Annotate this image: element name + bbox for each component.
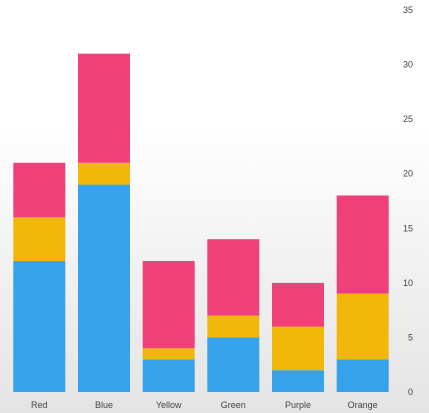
y-tick-label: 35 [403, 5, 413, 15]
x-tick-label-purple: Purple [285, 400, 311, 410]
x-tick-label-yellow: Yellow [156, 400, 182, 410]
bar-blue-segment-3 [78, 53, 130, 163]
y-tick-label: 20 [403, 169, 413, 179]
bar-green-segment-3 [207, 239, 260, 316]
x-tick-label-orange: Orange [348, 400, 378, 410]
bar-purple-segment-1 [272, 370, 324, 392]
bar-orange-segment-2 [336, 293, 389, 360]
y-tick-label: 5 [408, 332, 413, 342]
y-tick-label: 25 [403, 114, 413, 124]
bar-red-segment-2 [13, 217, 66, 262]
x-axis-labels: Red Blue Yellow Green Purple Orange [31, 400, 378, 410]
bar-yellow-segment-3 [142, 261, 195, 349]
bar-yellow-segment-2 [142, 348, 195, 360]
bar-yellow-segment-1 [142, 359, 195, 392]
bar-purple-segment-3 [272, 282, 324, 327]
bar-red-segment-1 [13, 261, 66, 392]
y-tick-label: 15 [403, 223, 413, 233]
bar-blue-segment-2 [78, 162, 130, 185]
bar-purple-segment-2 [272, 326, 324, 371]
x-tick-label-red: Red [31, 400, 48, 410]
bar-blue-segment-1 [78, 184, 130, 392]
y-tick-label: 10 [403, 278, 413, 288]
bar-orange-segment-1 [336, 359, 389, 392]
bar-red-segment-3 [13, 162, 66, 218]
x-tick-label-blue: Blue [95, 400, 113, 410]
bar-orange-segment-3 [336, 195, 389, 294]
bar-green-segment-1 [207, 337, 260, 392]
x-tick-label-green: Green [221, 400, 246, 410]
y-tick-label: 30 [403, 60, 413, 70]
y-tick-label: 0 [408, 387, 413, 397]
bars-group [13, 53, 389, 392]
bar-green-segment-2 [207, 315, 260, 338]
y-axis-labels: 0 5 10 15 20 25 30 35 [403, 5, 413, 397]
